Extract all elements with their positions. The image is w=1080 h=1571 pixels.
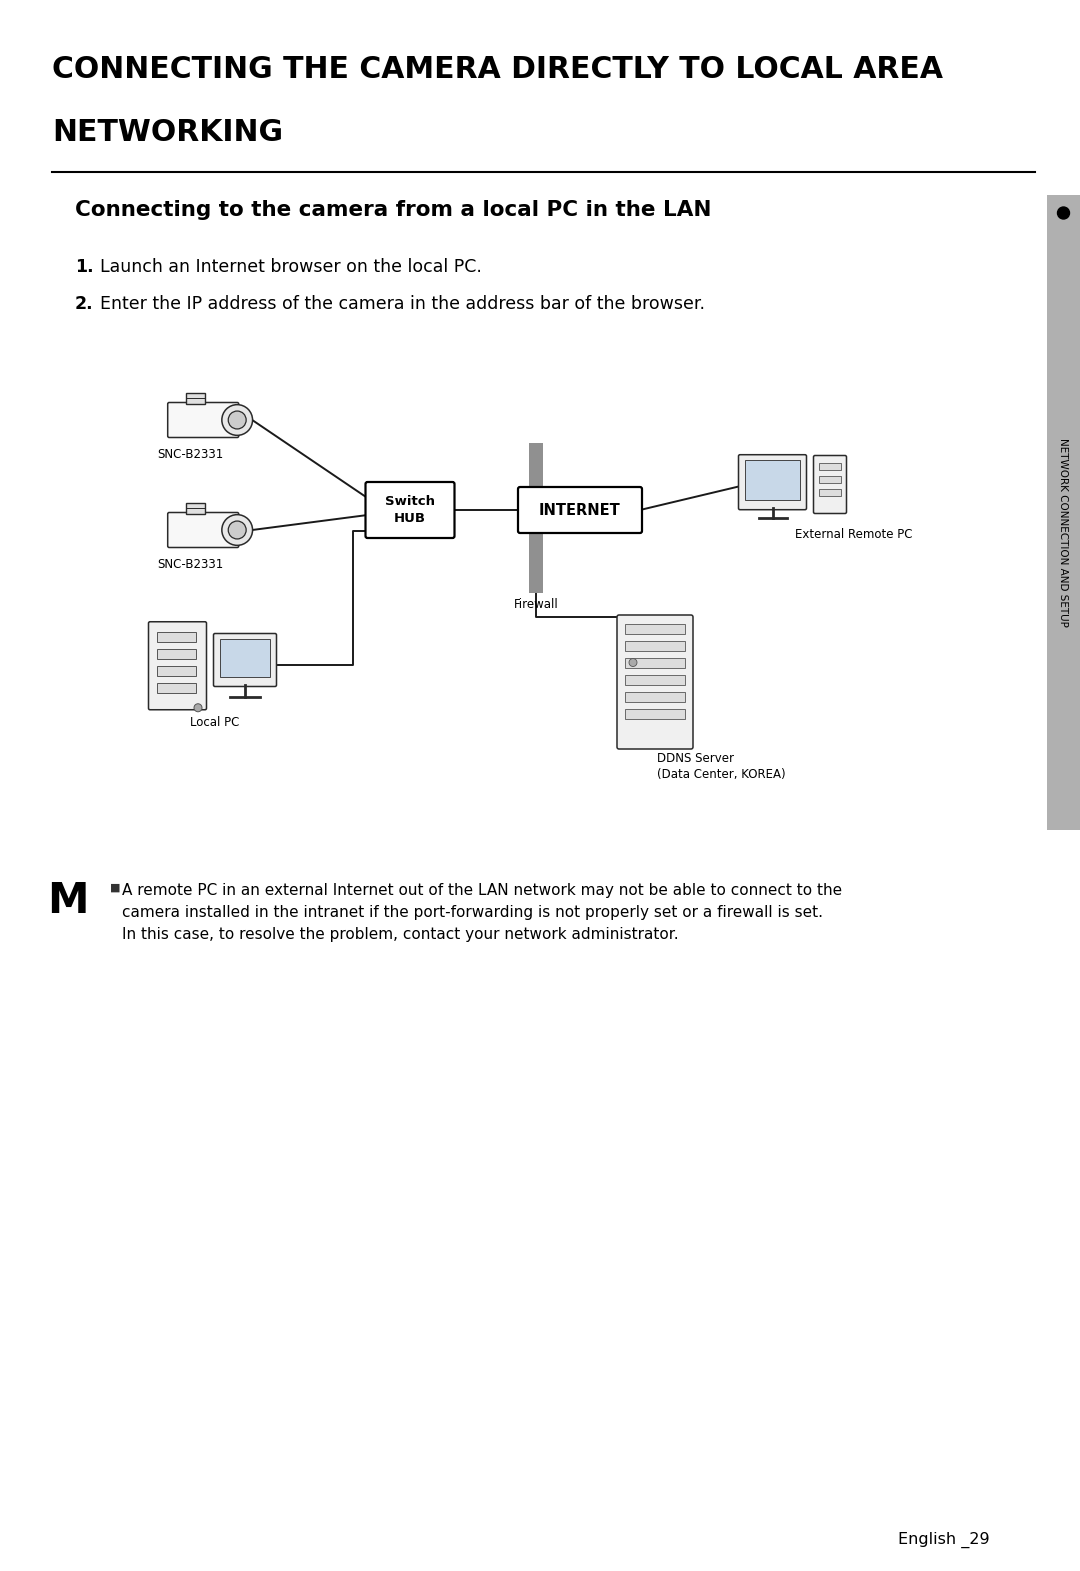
Bar [186, 393, 205, 404]
Text: SNC-B2331: SNC-B2331 [157, 448, 224, 460]
Bar [819, 462, 841, 470]
Text: Enter the IP address of the camera in the address bar of the browser.: Enter the IP address of the camera in th… [100, 295, 705, 313]
Circle shape [228, 412, 246, 429]
Bar [157, 683, 195, 693]
Text: Switch
HUB: Switch HUB [384, 495, 435, 525]
Text: English _29: English _29 [899, 1532, 990, 1547]
Bar [186, 503, 205, 514]
Text: M: M [48, 880, 89, 922]
Bar [625, 691, 685, 702]
Text: ■: ■ [110, 883, 121, 892]
Text: CONNECTING THE CAMERA DIRECTLY TO LOCAL AREA: CONNECTING THE CAMERA DIRECTLY TO LOCAL … [52, 55, 943, 83]
Bar [819, 489, 841, 495]
Text: INTERNET: INTERNET [539, 503, 621, 517]
FancyBboxPatch shape [617, 614, 693, 749]
Bar [625, 624, 685, 633]
Bar [157, 666, 195, 676]
Bar [157, 649, 195, 658]
Text: Connecting to the camera from a local PC in the LAN: Connecting to the camera from a local PC… [75, 200, 712, 220]
Text: camera installed in the intranet if the port-forwarding is not properly set or a: camera installed in the intranet if the … [122, 905, 823, 921]
Text: External Remote PC: External Remote PC [795, 528, 913, 540]
Circle shape [221, 515, 253, 545]
Text: In this case, to resolve the problem, contact your network administrator.: In this case, to resolve the problem, co… [122, 927, 678, 943]
FancyBboxPatch shape [813, 456, 847, 514]
Bar [625, 709, 685, 718]
Text: NETWORK CONNECTION AND SETUP: NETWORK CONNECTION AND SETUP [1058, 438, 1068, 627]
Bar [745, 460, 800, 500]
Text: Launch an Internet browser on the local PC.: Launch an Internet browser on the local … [100, 258, 482, 276]
Bar [529, 443, 543, 592]
Circle shape [228, 522, 246, 539]
Text: Local PC: Local PC [190, 716, 240, 729]
Text: NETWORKING: NETWORKING [52, 118, 283, 148]
FancyBboxPatch shape [739, 454, 807, 509]
Bar [157, 632, 195, 641]
Bar [625, 674, 685, 685]
Bar [1047, 195, 1080, 829]
Text: Firewall: Firewall [514, 599, 558, 611]
Bar [220, 639, 270, 677]
Text: 2.: 2. [75, 295, 94, 313]
Text: DDNS Server
(Data Center, KOREA): DDNS Server (Data Center, KOREA) [657, 753, 785, 781]
FancyBboxPatch shape [149, 622, 206, 710]
Bar [625, 641, 685, 650]
FancyBboxPatch shape [214, 633, 276, 687]
Text: A remote PC in an external Internet out of the LAN network may not be able to co: A remote PC in an external Internet out … [122, 883, 842, 899]
FancyBboxPatch shape [518, 487, 642, 533]
Circle shape [629, 658, 637, 666]
Text: 1.: 1. [75, 258, 94, 276]
Bar [625, 658, 685, 668]
Text: SNC-B2331: SNC-B2331 [157, 558, 224, 570]
FancyBboxPatch shape [167, 402, 239, 437]
FancyBboxPatch shape [167, 512, 239, 548]
Bar [819, 476, 841, 482]
Circle shape [194, 704, 202, 712]
Circle shape [1057, 207, 1069, 218]
Circle shape [221, 405, 253, 435]
FancyBboxPatch shape [365, 482, 455, 537]
